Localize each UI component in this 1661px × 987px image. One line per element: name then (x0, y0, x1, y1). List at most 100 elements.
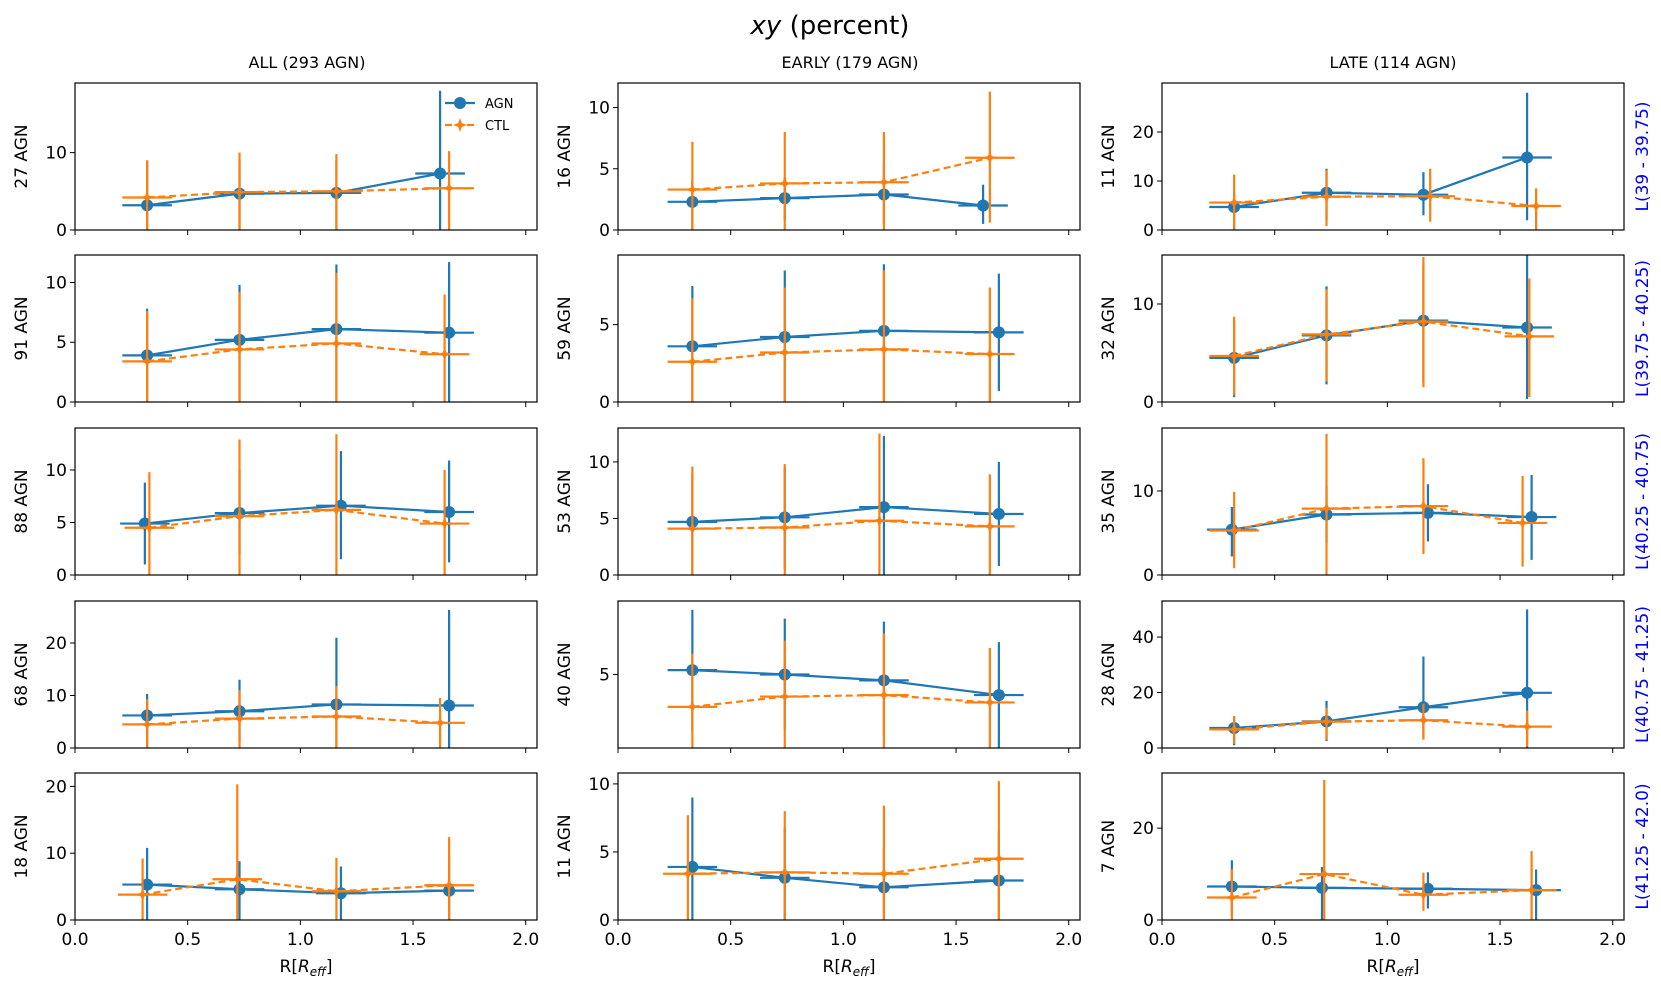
ctl-point (1317, 867, 1332, 882)
axes-frame (74, 82, 538, 231)
ctl-point (982, 347, 997, 362)
ctl-point (232, 185, 247, 200)
x-tick-label: 1.0 (1374, 930, 1401, 950)
agn-series (667, 165, 1008, 230)
x-tick-label: 0.0 (61, 930, 88, 950)
ctl-series (1209, 433, 1548, 575)
agn-point (992, 326, 1005, 339)
ctl-point (1319, 327, 1334, 342)
y-tick-label: 0 (599, 221, 610, 241)
y-tick-label: 0 (56, 221, 67, 241)
ctl-point (1319, 714, 1334, 729)
plot-area (117, 784, 474, 920)
y-tick-label: 0 (56, 393, 67, 413)
ctl-series (1209, 703, 1552, 747)
ctl-point (777, 345, 792, 360)
ctl-point (230, 872, 245, 887)
ctl-line (1233, 320, 1530, 358)
agn-point (977, 199, 990, 212)
figure-title-rest: (percent) (781, 11, 909, 41)
y-tick-label: 0 (1143, 566, 1154, 586)
ctl-series (122, 151, 474, 230)
ctl-point (1416, 713, 1431, 728)
agn-point (1521, 321, 1534, 334)
ctl-series (122, 686, 465, 748)
y-tick-label: 10 (588, 453, 610, 473)
y-axis-label: 18 AGN (12, 814, 32, 878)
y-tick-label: 0 (599, 911, 610, 931)
x-tick-label: 0.5 (174, 930, 201, 950)
ctl-line (146, 342, 445, 363)
y-tick-label: 0 (56, 739, 67, 759)
ctl-point (232, 711, 247, 726)
ctl-point (1319, 501, 1334, 516)
agn-point (1421, 882, 1434, 895)
ctl-point (777, 520, 792, 535)
ctl-point (329, 884, 344, 899)
x-axis-label-suffix: ] (1413, 957, 1420, 977)
y-tick-label: 5 (56, 514, 67, 534)
ctl-line (1234, 195, 1537, 208)
panels-grid: 0 10 27 AGN AGN CTL 0 5 10 16 AGN 0 10 20 11 AGN 0 5 10… (12, 82, 1626, 950)
x-tick-label: 0.0 (604, 930, 631, 950)
x-tick-label: 0.5 (717, 930, 744, 950)
ctl-point (232, 342, 247, 357)
y-axis-label: 28 AGN (1099, 642, 1119, 706)
ctl-point (329, 184, 344, 199)
x-tick-label: 0.5 (1261, 930, 1288, 950)
x-axis-label-1: R[Reff] (280, 957, 333, 979)
ctl-point (140, 190, 155, 205)
agn-series (120, 451, 474, 565)
ctl-line (692, 348, 990, 363)
panel-r5-c2: 0 5 10 0.0 0.5 1.0 1.5 2.0 11 AGN (555, 772, 1082, 950)
agn-point (992, 689, 1005, 702)
panel-r4-c3: 0 20 40 28 AGN (1099, 600, 1625, 759)
ctl-point (1524, 883, 1539, 898)
y-tick-label: 10 (1132, 295, 1154, 315)
ctl-point (777, 176, 792, 191)
ctl-point (433, 715, 448, 730)
axes-frame (1161, 427, 1625, 576)
row-label-2: L(39.75 - 40.25) (1633, 260, 1653, 397)
ctl-point (329, 336, 344, 351)
agn-line (147, 703, 450, 717)
agn-series (667, 797, 1024, 920)
plot-area (667, 433, 1024, 575)
ctl-point (1515, 515, 1530, 530)
row-label-4: L(40.75 - 41.25) (1633, 606, 1653, 743)
ctl-point (685, 699, 700, 714)
agn-point (1521, 151, 1534, 164)
ctl-point (876, 688, 891, 703)
x-tick-label: 2.0 (512, 930, 539, 950)
y-tick-label: 0 (1143, 739, 1154, 759)
ctl-point (991, 851, 1006, 866)
agn-point (1417, 188, 1430, 201)
y-tick-label: 0 (599, 393, 610, 413)
agn-series (1207, 475, 1557, 560)
panel-r2-c3: 0 10 32 AGN (1099, 254, 1625, 413)
ctl-series (1207, 779, 1557, 920)
plot-area (1207, 779, 1561, 920)
ctl-point (442, 878, 457, 893)
axes-frame (617, 254, 1081, 403)
agn-line (692, 506, 999, 523)
ctl-point (1227, 195, 1242, 210)
x-axis-label-subscript: eff (853, 965, 870, 979)
ctl-point (140, 717, 155, 732)
ctl-line (687, 857, 1000, 875)
agn-line (147, 883, 450, 895)
axes-frame (74, 427, 538, 576)
x-tick-label: 1.0 (830, 930, 857, 950)
ctl-point (142, 520, 157, 535)
plot-area (1209, 92, 1561, 230)
y-tick-label: 5 (599, 666, 610, 686)
legend: AGN CTL (445, 97, 513, 134)
row-label-1: L(39 - 39.75) (1633, 102, 1653, 212)
y-tick-label: 10 (588, 99, 610, 119)
agn-point (686, 860, 699, 873)
axes-frame (1161, 82, 1625, 231)
agn-line (692, 193, 984, 207)
y-tick-label: 10 (45, 461, 67, 481)
agn-point (233, 883, 246, 896)
ctl-line (692, 693, 990, 708)
